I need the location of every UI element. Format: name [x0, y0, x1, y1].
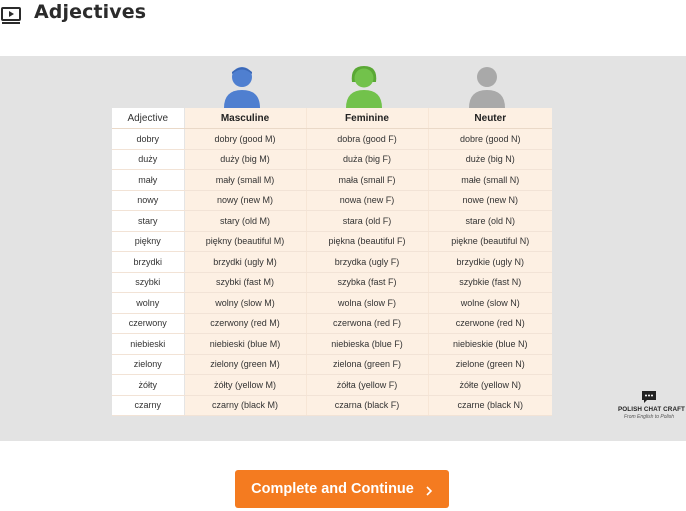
table-row: niebieski niebieski (blue M) niebieska (bl… [112, 333, 552, 355]
neuter-cell: czerwone (red N) [427, 313, 552, 334]
masculine-cell: zielony (green M) [183, 354, 306, 375]
masculine-avatar-icon [222, 66, 262, 108]
adjective-cell: szybki [112, 272, 185, 293]
feminine-cell: mała (small F) [305, 169, 428, 191]
table-row: piękny piękny (beautiful M) piękna (beauti… [112, 231, 552, 252]
masculine-cell: wolny (slow M) [183, 292, 306, 314]
table-row: dobry dobry (good M) dobra (good F) dobre (… [112, 128, 552, 150]
feminine-cell: duża (big F) [305, 149, 428, 170]
column-header-neuter: Neuter [427, 108, 552, 129]
table-row: czarny czarny (black M) czarna (black F) cz… [112, 395, 552, 416]
complete-button-label: Complete and Continue [251, 481, 414, 497]
table-row: czerwony czerwony (red M) czerwona (red F)… [112, 313, 552, 334]
table-row: zielony zielony (green M) zielona (green F… [112, 354, 552, 375]
masculine-cell: mały (small M) [183, 169, 306, 191]
neuter-cell: żółte (yellow N) [427, 374, 552, 396]
lesson-title: Adjectives [34, 1, 147, 23]
adjective-cell: czerwony [112, 313, 185, 334]
neuter-avatar-icon [467, 66, 507, 108]
table-row: mały mały (small M) mała (small F) małe (sm… [112, 169, 552, 191]
masculine-cell: dobry (good M) [183, 128, 306, 150]
brand-watermark: POLISH CHAT CRAFT From English to Polish [618, 390, 685, 420]
masculine-cell: czerwony (red M) [183, 313, 306, 334]
table-row: duży duży (big M) duża (big F) duże (big N) [112, 149, 552, 170]
adjective-cell: wolny [112, 292, 185, 314]
table-row: żółty żółty (yellow M) żółta (yellow F) żół… [112, 374, 552, 396]
neuter-cell: stare (old N) [427, 210, 552, 232]
adjective-cell: brzydki [112, 251, 185, 273]
chat-bubble-icon [641, 390, 657, 404]
table-header-row: Adjective Masculine Feminine Neuter [112, 108, 552, 129]
neuter-cell: czarne (black N) [427, 395, 552, 416]
neuter-cell: małe (small N) [427, 169, 552, 191]
table-row: nowy nowy (new M) nowa (new F) nowe (new N) [112, 190, 552, 211]
adjective-cell: dobry [112, 128, 185, 150]
adjective-cell: czarny [112, 395, 185, 416]
masculine-cell: żółty (yellow M) [183, 374, 306, 396]
adjective-cell: mały [112, 169, 185, 191]
column-header-feminine: Feminine [305, 108, 428, 129]
feminine-cell: szybka (fast F) [305, 272, 428, 293]
masculine-cell: niebieski (blue M) [183, 333, 306, 355]
video-lesson-icon [1, 7, 21, 24]
neuter-cell: szybkie (fast N) [427, 272, 552, 293]
masculine-cell: szybki (fast M) [183, 272, 306, 293]
feminine-cell: stara (old F) [305, 210, 428, 232]
neuter-cell: zielone (green N) [427, 354, 552, 375]
adjective-cell: nowy [112, 190, 185, 211]
table-row: szybki szybki (fast M) szybka (fast F) szyb… [112, 272, 552, 293]
masculine-cell: stary (old M) [183, 210, 306, 232]
adjective-table: Adjective Masculine Feminine Neuter dobr… [112, 108, 552, 416]
feminine-cell: nowa (new F) [305, 190, 428, 211]
feminine-cell: niebieska (blue F) [305, 333, 428, 355]
feminine-cell: brzydka (ugly F) [305, 251, 428, 273]
feminine-cell: żółta (yellow F) [305, 374, 428, 396]
table-row: brzydki brzydki (ugly M) brzydka (ugly F) b… [112, 251, 552, 273]
masculine-cell: czarny (black M) [183, 395, 306, 416]
neuter-cell: niebieskie (blue N) [427, 333, 552, 355]
adjective-cell: piękny [112, 231, 185, 252]
adjective-cell: żółty [112, 374, 185, 396]
lesson-header: Adjectives [0, 0, 686, 34]
neuter-cell: piękne (beautiful N) [427, 231, 552, 252]
masculine-cell: piękny (beautiful M) [183, 231, 306, 252]
feminine-cell: dobra (good F) [305, 128, 428, 150]
masculine-cell: nowy (new M) [183, 190, 306, 211]
masculine-cell: duży (big M) [183, 149, 306, 170]
neuter-cell: nowe (new N) [427, 190, 552, 211]
adjective-cell: zielony [112, 354, 185, 375]
video-player[interactable]: Adjective Masculine Feminine Neuter dobr… [0, 56, 686, 441]
feminine-cell: czerwona (red F) [305, 313, 428, 334]
brand-tagline: From English to Polish [623, 414, 675, 420]
table-row: stary stary (old M) stara (old F) stare (ol… [112, 210, 552, 232]
neuter-cell: duże (big N) [427, 149, 552, 170]
brand-name: POLISH CHAT CRAFT [618, 406, 685, 413]
feminine-avatar-icon [344, 66, 384, 108]
feminine-cell: zielona (green F) [305, 354, 428, 375]
table-row: wolny wolny (slow M) wolna (slow F) wolne (… [112, 292, 552, 314]
neuter-cell: dobre (good N) [427, 128, 552, 150]
feminine-cell: czarna (black F) [305, 395, 428, 416]
feminine-cell: piękna (beautiful F) [305, 231, 428, 252]
adjective-cell: niebieski [112, 333, 185, 355]
column-header-masculine: Masculine [183, 108, 306, 129]
chevron-right-icon [425, 484, 433, 496]
feminine-cell: wolna (slow F) [305, 292, 428, 314]
complete-and-continue-button[interactable]: Complete and Continue [235, 470, 449, 508]
adjective-cell: stary [112, 210, 185, 232]
neuter-cell: brzydkie (ugly N) [427, 251, 552, 273]
masculine-cell: brzydki (ugly M) [183, 251, 306, 273]
adjective-cell: duży [112, 149, 185, 170]
column-header-adjective: Adjective [112, 108, 185, 129]
neuter-cell: wolne (slow N) [427, 292, 552, 314]
